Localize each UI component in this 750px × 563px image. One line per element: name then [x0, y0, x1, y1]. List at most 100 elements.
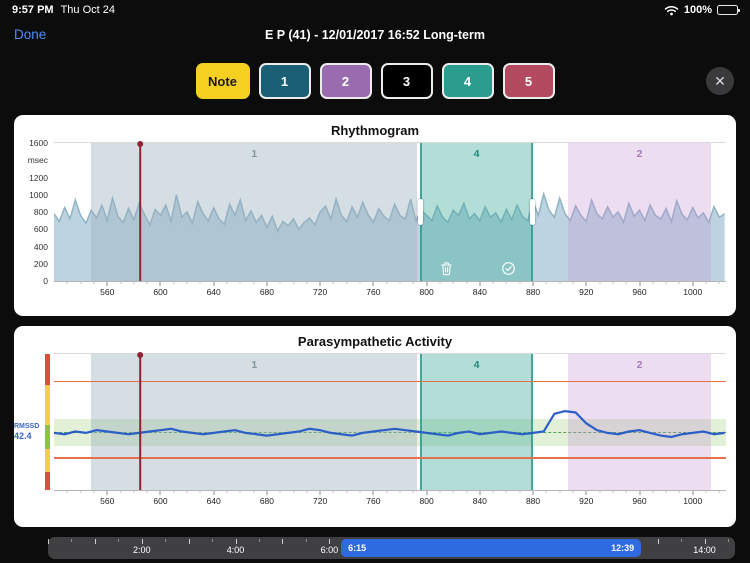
timeline-label: 4:00	[226, 545, 245, 555]
x-axis-tick	[479, 282, 481, 286]
x-axis-minor-tick	[505, 491, 507, 493]
x-axis-minor-tick	[146, 282, 148, 284]
y-axis-label: msec	[27, 155, 48, 166]
region-1[interactable]: 1	[91, 354, 418, 490]
zone-segment	[45, 385, 50, 425]
zone-segment	[45, 472, 50, 490]
region-2[interactable]: 2	[567, 143, 712, 281]
cursor-line[interactable]	[137, 140, 144, 281]
timeline-tick	[235, 539, 237, 544]
y-axis-label: 1600	[29, 138, 48, 148]
timeline-tick	[141, 539, 143, 544]
x-axis-tick	[106, 282, 108, 286]
y-axis-label: 200	[33, 258, 48, 269]
x-axis-tick	[426, 282, 428, 286]
x-axis-minor-tick	[120, 491, 122, 493]
zone-segment	[45, 424, 50, 450]
rhythmogram-panel: Rhythmogram 1 4 2 1600 msec 1200 1000 800 600 400…	[14, 115, 736, 316]
rhythmogram-plot[interactable]: 1 4 2 1600 msec 1200 1000 800 600 400 200 0	[28, 138, 726, 286]
timeline-scrubber[interactable]: 6:15 12:39 2:00 4:00 6:00 14:00	[48, 537, 735, 559]
x-axis-label: 560	[100, 286, 115, 297]
tag-button-3[interactable]: 3	[380, 63, 433, 99]
threshold-line	[54, 381, 726, 383]
x-axis-minor-tick	[226, 282, 228, 284]
rmssd-value: 42.4	[14, 430, 32, 441]
close-button[interactable]: ✕	[706, 67, 734, 95]
x-axis-tick	[213, 282, 215, 286]
region-4[interactable]: 4	[418, 143, 535, 281]
cursor-dot	[137, 140, 144, 147]
x-axis-label: 1000	[683, 495, 703, 506]
timeline-tick	[71, 539, 73, 542]
region-label: 1	[251, 359, 258, 371]
x-axis-label: 600	[153, 286, 168, 297]
x-axis-tick	[372, 491, 374, 495]
note-button[interactable]: Note	[195, 63, 250, 99]
timeline-tick	[727, 539, 729, 542]
x-axis-minor-tick	[625, 491, 627, 493]
x-axis-minor-tick	[599, 491, 601, 493]
timeline-selection[interactable]: 6:15 12:39	[341, 539, 642, 557]
x-axis-minor-tick	[359, 282, 361, 284]
x-axis-minor-tick	[439, 491, 441, 493]
x-axis-minor-tick	[665, 491, 667, 493]
y-axis-label: 1000	[29, 189, 48, 200]
timeline-label: 14:00	[693, 545, 716, 555]
x-axis-minor-tick	[545, 491, 547, 493]
x-axis-minor-tick	[412, 282, 414, 284]
region-label: 4	[473, 148, 480, 160]
tag-button-4[interactable]: 4	[441, 63, 494, 99]
x-axis-tick	[106, 491, 108, 495]
confirm-region-button[interactable]	[501, 261, 516, 276]
x-axis-minor-tick	[146, 491, 148, 493]
x-axis-minor-tick	[93, 282, 95, 284]
y-axis-label: 1200	[29, 172, 48, 183]
x-axis-minor-tick	[652, 491, 654, 493]
tag-button-1[interactable]: 1	[258, 63, 311, 99]
x-axis-tick	[532, 282, 534, 286]
parasympathetic-plot[interactable]: 1 4 2 RMSSD 42.4	[14, 351, 726, 491]
x-axis-minor-tick	[186, 491, 188, 493]
x-axis-minor-tick	[705, 282, 707, 284]
x-axis-tick	[319, 282, 321, 286]
rhythmogram-chart: 1 4 2 1600 msec 1200 1000 800 600 400 200 0 560 600 6…	[14, 138, 736, 298]
region-handle-right[interactable]	[529, 199, 535, 225]
x-axis-tick	[266, 282, 268, 286]
x-axis-minor-tick	[332, 491, 334, 493]
rhythmogram-x-axis: 560 600 640 680 720 760 800 840 880 920 960 1000	[54, 282, 726, 298]
x-axis-label: 720	[313, 495, 328, 506]
y-axis-label: 400	[33, 241, 48, 252]
region-label: 4	[473, 359, 480, 371]
delete-region-button[interactable]	[439, 261, 454, 276]
timeline-tick	[188, 539, 190, 544]
x-axis-minor-tick	[599, 282, 601, 284]
region-handle-left[interactable]	[418, 199, 424, 225]
tag-button-2[interactable]: 2	[319, 63, 372, 99]
region-4[interactable]: 4	[419, 354, 534, 490]
x-axis-tick	[585, 282, 587, 286]
x-axis-minor-tick	[572, 491, 574, 493]
x-axis-minor-tick	[386, 491, 388, 493]
zone-strip	[45, 354, 50, 490]
x-axis-label: 960	[632, 286, 647, 297]
x-axis-minor-tick	[678, 282, 680, 284]
x-axis-minor-tick	[412, 491, 414, 493]
region-1[interactable]: 1	[91, 143, 418, 281]
x-axis-minor-tick	[678, 491, 680, 493]
region-2[interactable]: 2	[567, 354, 712, 490]
x-axis-minor-tick	[346, 491, 348, 493]
x-axis-label: 880	[525, 495, 541, 506]
x-axis-label: 640	[206, 286, 221, 297]
x-axis-minor-tick	[399, 491, 401, 493]
x-axis-minor-tick	[718, 491, 720, 493]
x-axis-tick	[426, 491, 428, 495]
done-button[interactable]: Done	[14, 27, 47, 42]
tag-button-5[interactable]: 5	[502, 63, 555, 99]
x-axis-minor-tick	[133, 491, 135, 493]
x-axis-tick	[692, 491, 694, 495]
cursor-line[interactable]	[137, 351, 144, 490]
x-axis-minor-tick	[466, 491, 467, 493]
x-axis-tick	[639, 491, 640, 495]
